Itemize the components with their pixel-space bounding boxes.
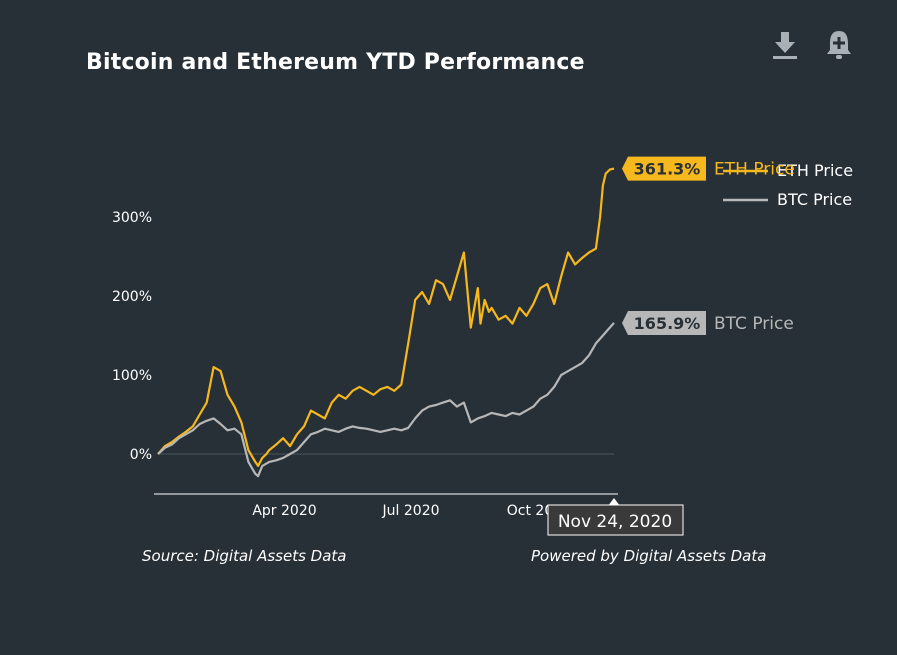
y-tick-label: 100% — [112, 368, 152, 384]
powered-by-link[interactable]: Powered by Digital Assets Data — [531, 547, 767, 565]
chart-title: Bitcoin and Ethereum YTD Performance — [86, 50, 585, 75]
end-value-tag — [622, 310, 706, 335]
date-tooltip-label: Nov 24, 2020 — [558, 512, 672, 532]
legend-label: ETH Price — [777, 161, 853, 180]
x-tick-label: Apr 2020 — [252, 503, 316, 519]
end-value-tag — [622, 156, 706, 181]
x-tick-label: Jul 2020 — [382, 503, 440, 519]
download-icon[interactable] — [768, 28, 802, 62]
end-value-label: 165.9% — [634, 314, 701, 333]
y-tick-label: 0% — [130, 447, 152, 463]
y-tick-label: 300% — [112, 210, 152, 226]
eth-price-line — [157, 167, 615, 467]
tooltip-pointer — [608, 498, 620, 506]
legend-label: BTC Price — [777, 190, 852, 209]
end-value-label: 361.3% — [634, 160, 701, 179]
source-note: Source: Digital Assets Data — [142, 547, 347, 565]
date-tooltip-box — [547, 504, 684, 536]
btc-price-line — [157, 322, 615, 478]
y-tick-label: 200% — [112, 289, 152, 305]
end-series-name: ETH Price — [714, 160, 795, 180]
end-series-name: BTC Price — [714, 314, 794, 334]
add-alert-bell-icon[interactable] — [822, 28, 856, 62]
